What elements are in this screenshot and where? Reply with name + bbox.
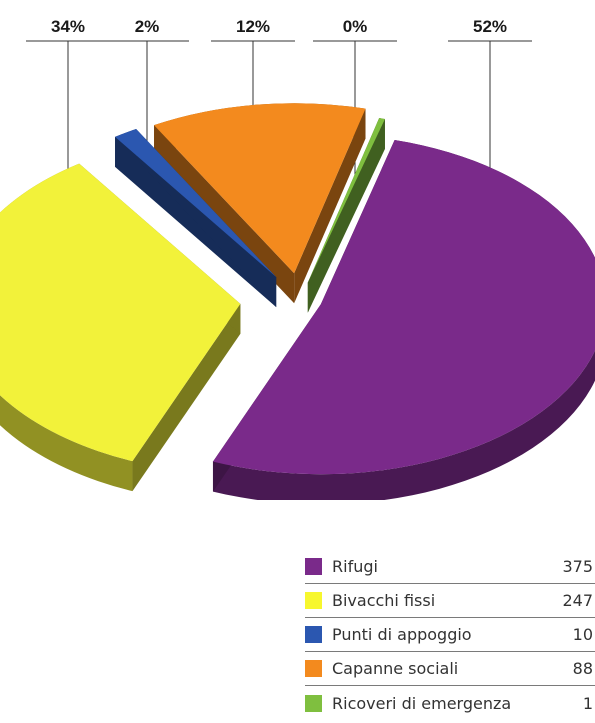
pie-percent-label-ricoveri-di-emergenza: 0% bbox=[343, 17, 368, 36]
legend-item-capanne-sociali: Capanne sociali 88 bbox=[305, 652, 595, 686]
legend-label: Rifugi bbox=[332, 557, 378, 576]
pie-slice-wall bbox=[132, 303, 241, 492]
legend-value: 247 bbox=[562, 591, 593, 610]
legend-swatch-rifugi bbox=[305, 558, 322, 575]
legend-value: 375 bbox=[562, 557, 593, 576]
legend-label: Capanne sociali bbox=[332, 659, 459, 678]
legend-label: Ricoveri di emergenza bbox=[332, 693, 512, 713]
pie-slice-capanne-sociali bbox=[154, 103, 366, 304]
pie-chart: 52% 34% 2% 12% 0% bbox=[0, 17, 595, 500]
pie-slice-top bbox=[307, 118, 385, 283]
pie-slice-wall bbox=[294, 108, 366, 304]
legend-item-rifugi: Rifugi 375 bbox=[305, 550, 595, 584]
pie-percent-label-bivacchi-fissi: 34% bbox=[51, 17, 85, 36]
pie-slice-wall bbox=[307, 118, 385, 313]
legend-value: 10 bbox=[572, 625, 593, 644]
pie-slice-top bbox=[0, 163, 241, 462]
pie-slice-wall bbox=[115, 136, 277, 308]
pie-percent-label-rifugi: 52% bbox=[473, 17, 507, 36]
pie-slice-ricoveri-di-emergenza bbox=[307, 118, 385, 313]
legend-swatch-capanne-sociali bbox=[305, 660, 322, 677]
pie-slice-wall bbox=[154, 125, 295, 304]
legend: Rifugi 375 Bivacchi fissi 247 Punti di a… bbox=[305, 550, 595, 720]
legend-swatch-bivacchi-fissi bbox=[305, 592, 322, 609]
pie-slices bbox=[0, 103, 595, 500]
legend-item-ricoveri-di-emergenza: Ricoveri di emergenza 1 bbox=[305, 686, 595, 720]
legend-item-bivacchi-fissi: Bivacchi fissi 247 bbox=[305, 584, 595, 618]
legend-swatch-ricoveri-di-emergenza bbox=[305, 694, 322, 712]
legend-swatch-punti-di-appoggio bbox=[305, 626, 322, 643]
legend-value: 1 bbox=[582, 693, 593, 713]
legend-label: Bivacchi fissi bbox=[332, 591, 436, 610]
legend-label: Punti di appoggio bbox=[332, 625, 472, 644]
legend-value: 88 bbox=[572, 659, 593, 678]
pie-callouts: 52% 34% 2% 12% 0% bbox=[26, 17, 532, 340]
pie-slice-top bbox=[115, 129, 277, 278]
pie-slice-punti-di-appoggio bbox=[115, 129, 277, 308]
pie-slice-bivacchi-fissi bbox=[0, 163, 241, 492]
pie-slice-side bbox=[0, 163, 133, 492]
pie-slice-rifugi bbox=[212, 140, 595, 500]
legend-item-punti-di-appoggio: Punti di appoggio 10 bbox=[305, 618, 595, 652]
pie-percent-label-punti-di-appoggio: 2% bbox=[135, 17, 160, 36]
pie-slice-top bbox=[154, 103, 366, 274]
pie-slice-top bbox=[212, 140, 595, 475]
pie-percent-label-capanne-sociali: 12% bbox=[236, 17, 270, 36]
